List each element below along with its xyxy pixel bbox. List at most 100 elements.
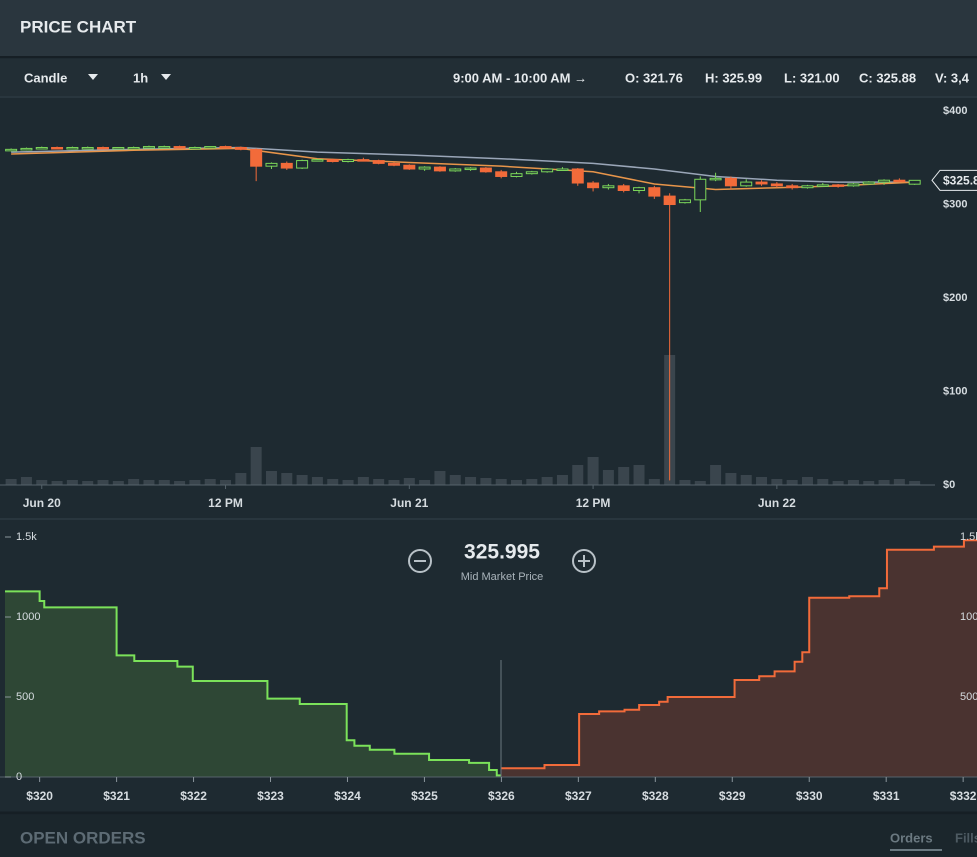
zoom-in-button[interactable] [572,549,596,573]
candle [188,146,201,150]
candle-body [832,184,845,187]
x-tick-label: $322 [180,789,207,803]
zoom-out-circle[interactable] [408,549,432,573]
volume-bar [756,477,768,485]
candle-body [188,146,201,150]
interval-dropdown[interactable]: 1h [133,70,148,85]
volume-bar [143,480,155,485]
x-tick-label: 12 PM [576,496,611,510]
x-tick-label: $328 [642,789,669,803]
volume-bar [648,479,660,485]
candle [510,171,523,178]
volume-bar [265,471,277,485]
candle [464,167,477,171]
candle [234,146,247,151]
candle [556,167,569,171]
candle [142,145,155,149]
zoom-in-circle[interactable] [572,549,596,573]
candle-body [541,168,554,173]
candle-body [250,148,263,167]
candle-body [510,173,523,177]
bid-depth-line [5,590,502,777]
candle [387,162,400,167]
volume-bar [281,473,293,485]
zoom-out-button[interactable] [408,549,432,573]
y-tick-label: $300 [943,198,967,210]
candle-body [602,185,615,189]
volume-bar [20,477,32,485]
ohlc-low: L: 321.00 [784,70,840,85]
x-tick-label: $331 [873,789,900,803]
volume-bar [327,479,339,485]
footer-title: OPEN ORDERS [20,828,146,847]
volume-bar [235,473,247,485]
volume-bar [878,480,890,485]
candle-body [204,146,217,149]
volume-bar [465,477,477,485]
candle [893,178,906,183]
mid-price-caption: Mid Market Price [461,571,544,583]
candle-body [786,185,799,189]
candle-body [587,182,600,189]
volume-bar [817,479,829,485]
candle [204,146,217,149]
candle [219,145,232,149]
ohlc-volume: V: 3,4 [935,70,970,85]
candle-body [20,147,33,151]
volume-bar [495,479,507,485]
y-tick-label: 1.5k [16,531,37,543]
orders-tab[interactable]: Orders [890,830,933,845]
chart-type-dropdown[interactable]: Candle [24,70,67,85]
volume-bar [679,480,691,485]
volume-bar [556,475,568,485]
fills-tab[interactable]: Fills [955,830,977,845]
volume-bar [296,475,308,485]
candle [541,168,554,173]
candle-body [740,181,753,187]
volume-bar [158,480,170,485]
volume-bar [373,479,385,485]
candle [479,167,492,173]
volume-bar [51,481,63,485]
candle-body [127,146,140,150]
ask-depth-line [501,539,977,770]
candle [403,164,416,170]
volume-bar [419,480,431,485]
candle [602,183,615,190]
candle-body [893,179,906,183]
candle [97,146,110,150]
candle-body [755,181,768,185]
candle-body [816,184,829,187]
candle [51,146,64,150]
candle [755,180,768,186]
candle [724,176,737,190]
candle-body [219,146,232,149]
candle-body [648,187,661,197]
x-tick-label: $325 [411,789,438,803]
candle [525,170,538,175]
candle-body [234,146,247,150]
candle [173,145,186,149]
x-tick-label: $326 [488,789,515,803]
candle-body [770,183,783,187]
dropdown-arrow[interactable] [161,74,171,80]
volume-bar [357,477,369,485]
volume-bar [250,447,262,485]
candle-body [66,146,79,150]
y-tick-label: $0 [943,479,955,491]
candle [633,186,646,194]
volume-bar [710,465,722,485]
candle [250,148,263,182]
candle-body [97,146,110,150]
y-tick-label: $400 [943,105,967,117]
dropdown-arrow[interactable] [88,74,98,80]
candle [158,145,171,149]
candle [908,179,921,185]
candle-body [81,146,94,150]
volume-bar [449,475,461,485]
candle [862,181,875,185]
candle [709,172,722,182]
x-tick-label: $332 [950,789,977,803]
candle-body [479,167,492,173]
